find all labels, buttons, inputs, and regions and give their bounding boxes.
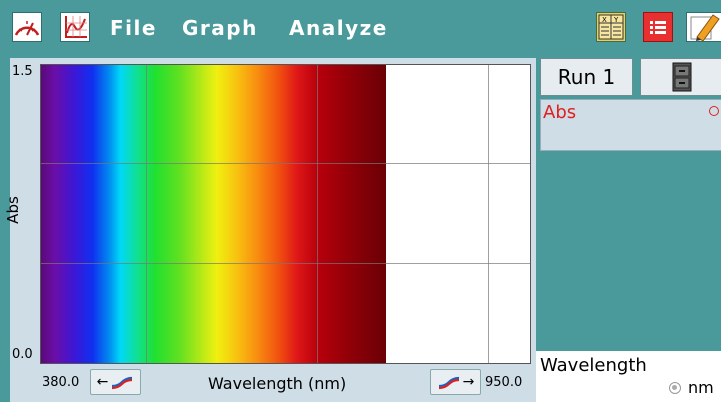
gridline-vertical — [488, 65, 489, 363]
x-axis-max-label[interactable]: 950.0 — [485, 375, 523, 390]
gridline-horizontal — [41, 263, 530, 264]
gridline-horizontal — [41, 163, 530, 164]
scale-right-button[interactable]: → — [430, 369, 481, 395]
table-icon[interactable]: X Y — [596, 12, 626, 42]
graph-icon[interactable] — [60, 12, 90, 42]
left-arrow-icon: ← — [96, 374, 109, 390]
run-selector-button[interactable]: Run 1 — [540, 58, 633, 96]
list-icon[interactable] — [643, 12, 673, 42]
abs-sensor-box[interactable] — [540, 99, 721, 151]
toolbar: File Graph Analyze X Y — [0, 0, 721, 56]
wavelength-unit-radio-icon[interactable] — [669, 382, 681, 394]
y-axis-min-label[interactable]: 0.0 — [12, 347, 33, 362]
visible-spectrum — [41, 65, 386, 363]
autoscale-curve-icon — [438, 376, 459, 390]
abs-series-marker-icon — [709, 106, 719, 116]
wavelength-label: Wavelength — [540, 355, 647, 376]
x-axis-min-label[interactable]: 380.0 — [42, 375, 80, 390]
wavelength-box[interactable] — [536, 351, 721, 402]
table-header-y: Y — [613, 16, 619, 24]
table-header-x: X — [602, 16, 607, 24]
x-axis-title[interactable]: Wavelength (nm) — [208, 374, 347, 393]
notes-icon[interactable] — [686, 12, 721, 42]
plot-area[interactable] — [40, 64, 531, 364]
right-arrow-icon: → — [462, 374, 475, 390]
wavelength-unit: nm — [688, 378, 714, 397]
y-axis-max-label[interactable]: 1.5 — [12, 64, 33, 79]
menu-file[interactable]: File — [110, 16, 157, 40]
gridline-vertical — [317, 65, 318, 363]
data-set-button[interactable] — [640, 58, 721, 96]
y-axis-title[interactable]: Abs — [4, 196, 22, 224]
meter-icon[interactable] — [12, 12, 42, 42]
scale-left-button[interactable]: ← — [90, 369, 141, 395]
abs-sensor-label: Abs — [543, 102, 577, 123]
file-cabinet-icon — [672, 62, 692, 92]
gridline-vertical — [146, 65, 147, 363]
menu-analyze[interactable]: Analyze — [289, 16, 388, 40]
menu-graph[interactable]: Graph — [182, 16, 258, 40]
autoscale-curve-icon — [112, 376, 133, 390]
